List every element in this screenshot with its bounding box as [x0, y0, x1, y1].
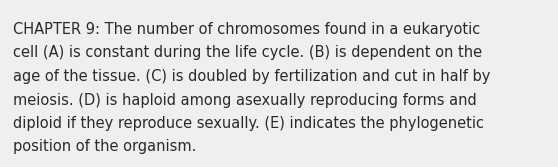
Text: diploid if they reproduce sexually. (E) indicates the phylogenetic: diploid if they reproduce sexually. (E) … [13, 116, 484, 131]
Text: age of the tissue. (C) is doubled by fertilization and cut in half by: age of the tissue. (C) is doubled by fer… [13, 69, 490, 84]
Text: position of the organism.: position of the organism. [13, 139, 196, 154]
Text: meiosis. (D) is haploid among asexually reproducing forms and: meiosis. (D) is haploid among asexually … [13, 93, 477, 108]
Text: cell (A) is constant during the life cycle. (B) is dependent on the: cell (A) is constant during the life cyc… [13, 45, 482, 60]
Text: CHAPTER 9: The number of chromosomes found in a eukaryotic: CHAPTER 9: The number of chromosomes fou… [13, 22, 480, 37]
